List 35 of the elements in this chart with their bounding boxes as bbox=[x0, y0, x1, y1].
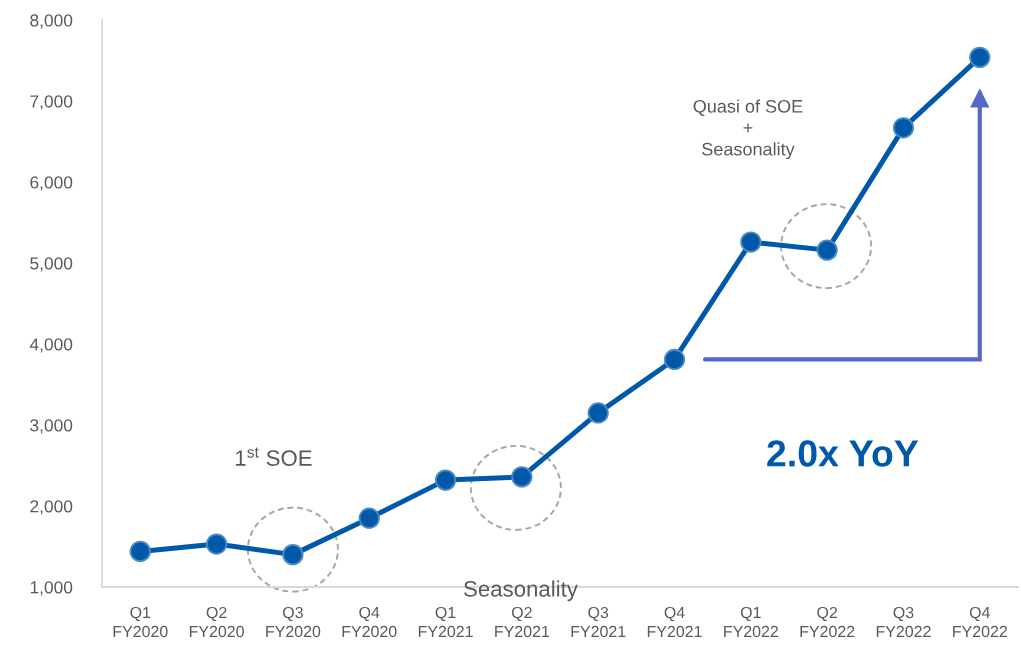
point bbox=[740, 231, 762, 253]
y-tick-label: 6,000 bbox=[30, 176, 73, 191]
point bbox=[434, 469, 457, 491]
point bbox=[511, 466, 533, 488]
point bbox=[892, 117, 915, 139]
point bbox=[205, 533, 228, 555]
y-tick-label: 7,000 bbox=[30, 95, 73, 110]
x-tick-label: Q2 FY2022 bbox=[800, 606, 855, 638]
point bbox=[358, 507, 380, 529]
annotation: 1$^{st}$ SOE bbox=[235, 447, 312, 466]
x-tick-label: Q2 FY2020 bbox=[189, 606, 244, 638]
y-tick-label: 5,000 bbox=[30, 257, 73, 272]
x-tick-label: Q1 FY2021 bbox=[418, 606, 473, 638]
y-tick-label: 4,000 bbox=[29, 338, 73, 353]
annotation: Seasonality bbox=[464, 580, 578, 602]
x-tick-label: Q4 FY2020 bbox=[342, 606, 397, 638]
y-tick-label: 2,000 bbox=[30, 500, 73, 515]
x-tick-label: Q3 FY2021 bbox=[571, 606, 626, 638]
y-tick-label: 1,000 bbox=[30, 581, 73, 596]
y-tick-label: 8,000 bbox=[30, 14, 73, 29]
x-tick-label: Q4 FY2021 bbox=[647, 606, 702, 638]
point bbox=[129, 540, 151, 563]
point bbox=[816, 239, 838, 261]
x-tick-label: Q3 FY2020 bbox=[266, 606, 321, 638]
x-tick-label: Q1 FY2022 bbox=[724, 606, 778, 638]
point bbox=[587, 402, 609, 424]
x-tick-label: Q3 FY2022 bbox=[876, 606, 931, 638]
point bbox=[969, 46, 991, 68]
y-tick-label: 3,000 bbox=[30, 419, 73, 434]
annotation: Quasi of SOE + Seasonality bbox=[693, 99, 803, 160]
annotation: 2.0x YoY bbox=[767, 440, 919, 467]
x-tick-label: Q1 FY2020 bbox=[113, 606, 168, 638]
x-tick-label: Q2 FY2021 bbox=[495, 606, 550, 638]
point bbox=[663, 348, 686, 371]
x-tick-label: Q4 FY2022 bbox=[953, 606, 1007, 638]
